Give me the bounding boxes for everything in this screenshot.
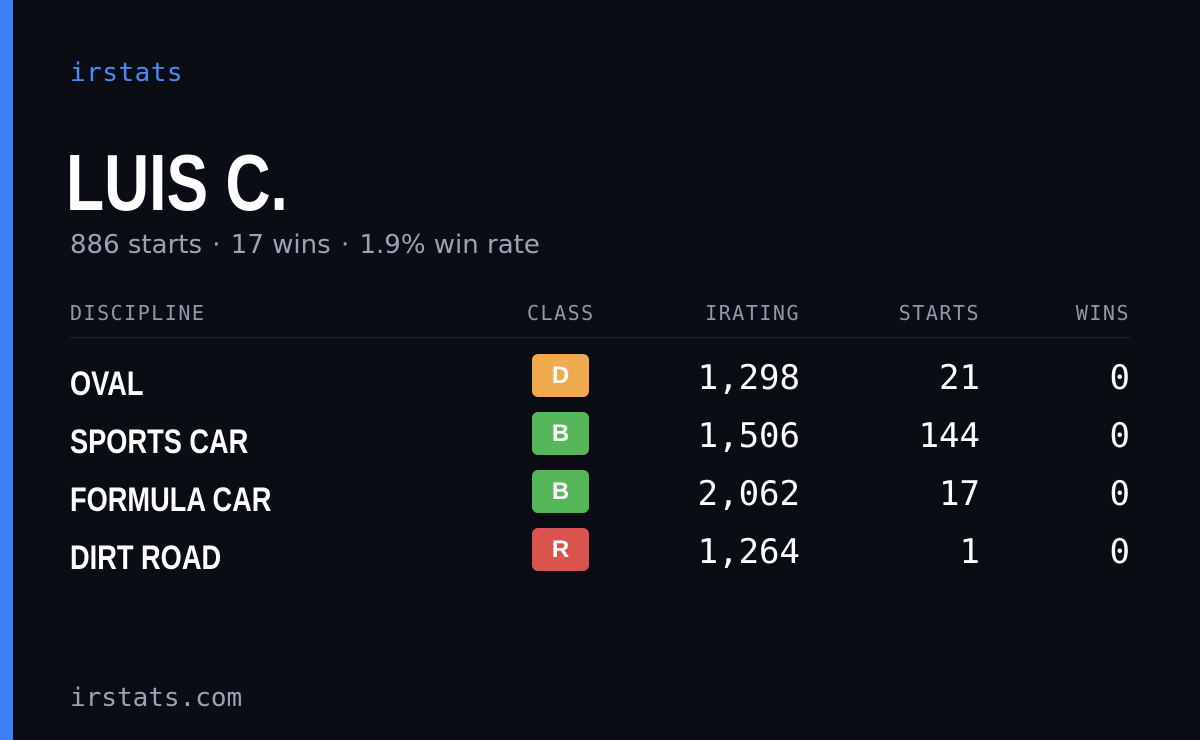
- starts-value: 21: [939, 358, 980, 398]
- player-name: LUIS C.: [66, 138, 288, 227]
- summary-wins: 17 wins: [230, 230, 331, 260]
- header-divider: [70, 337, 1130, 338]
- discipline-label: SPORTS CAR: [70, 423, 249, 461]
- irating-value: 1,506: [697, 416, 800, 456]
- summary-win-rate: 1.9% win rate: [359, 230, 540, 260]
- irating-value: 1,298: [697, 358, 800, 398]
- starts-value: 1: [959, 532, 980, 572]
- summary-starts: 886 starts: [70, 230, 202, 260]
- column-header-class: CLASS: [527, 301, 595, 325]
- summary-separator: ·: [340, 230, 350, 260]
- player-summary: 886 starts · 17 wins · 1.9% win rate: [70, 228, 540, 262]
- discipline-label: FORMULA CAR: [70, 481, 272, 519]
- brand-logo-text: irstats: [70, 58, 184, 88]
- irating-value: 2,062: [697, 474, 800, 514]
- wins-value: 0: [1109, 532, 1130, 572]
- table-row: SPORTS CAR B 1,506 144 0: [0, 412, 1200, 470]
- table-row: DIRT ROAD R 1,264 1 0: [0, 528, 1200, 586]
- footer-url: irstats.com: [70, 683, 243, 713]
- column-header-starts: STARTS: [898, 301, 980, 325]
- column-header-irating: IRATING: [705, 301, 800, 325]
- class-badge: B: [532, 412, 589, 455]
- column-header-wins: WINS: [1075, 301, 1130, 325]
- class-badge: B: [532, 470, 589, 513]
- class-badge: R: [532, 528, 589, 571]
- starts-value: 17: [939, 474, 980, 514]
- irating-value: 1,264: [697, 532, 800, 572]
- wins-value: 0: [1109, 358, 1130, 398]
- table-row: FORMULA CAR B 2,062 17 0: [0, 470, 1200, 528]
- accent-bar: [0, 0, 13, 740]
- class-badge: D: [532, 354, 589, 397]
- summary-separator: ·: [212, 230, 221, 260]
- starts-value: 144: [918, 416, 980, 456]
- discipline-label: DIRT ROAD: [70, 539, 222, 577]
- wins-value: 0: [1109, 416, 1130, 456]
- wins-value: 0: [1109, 474, 1130, 514]
- table-row: OVAL D 1,298 21 0: [0, 354, 1200, 412]
- discipline-label: OVAL: [70, 365, 144, 403]
- column-header-discipline: DISCIPLINE: [70, 301, 206, 325]
